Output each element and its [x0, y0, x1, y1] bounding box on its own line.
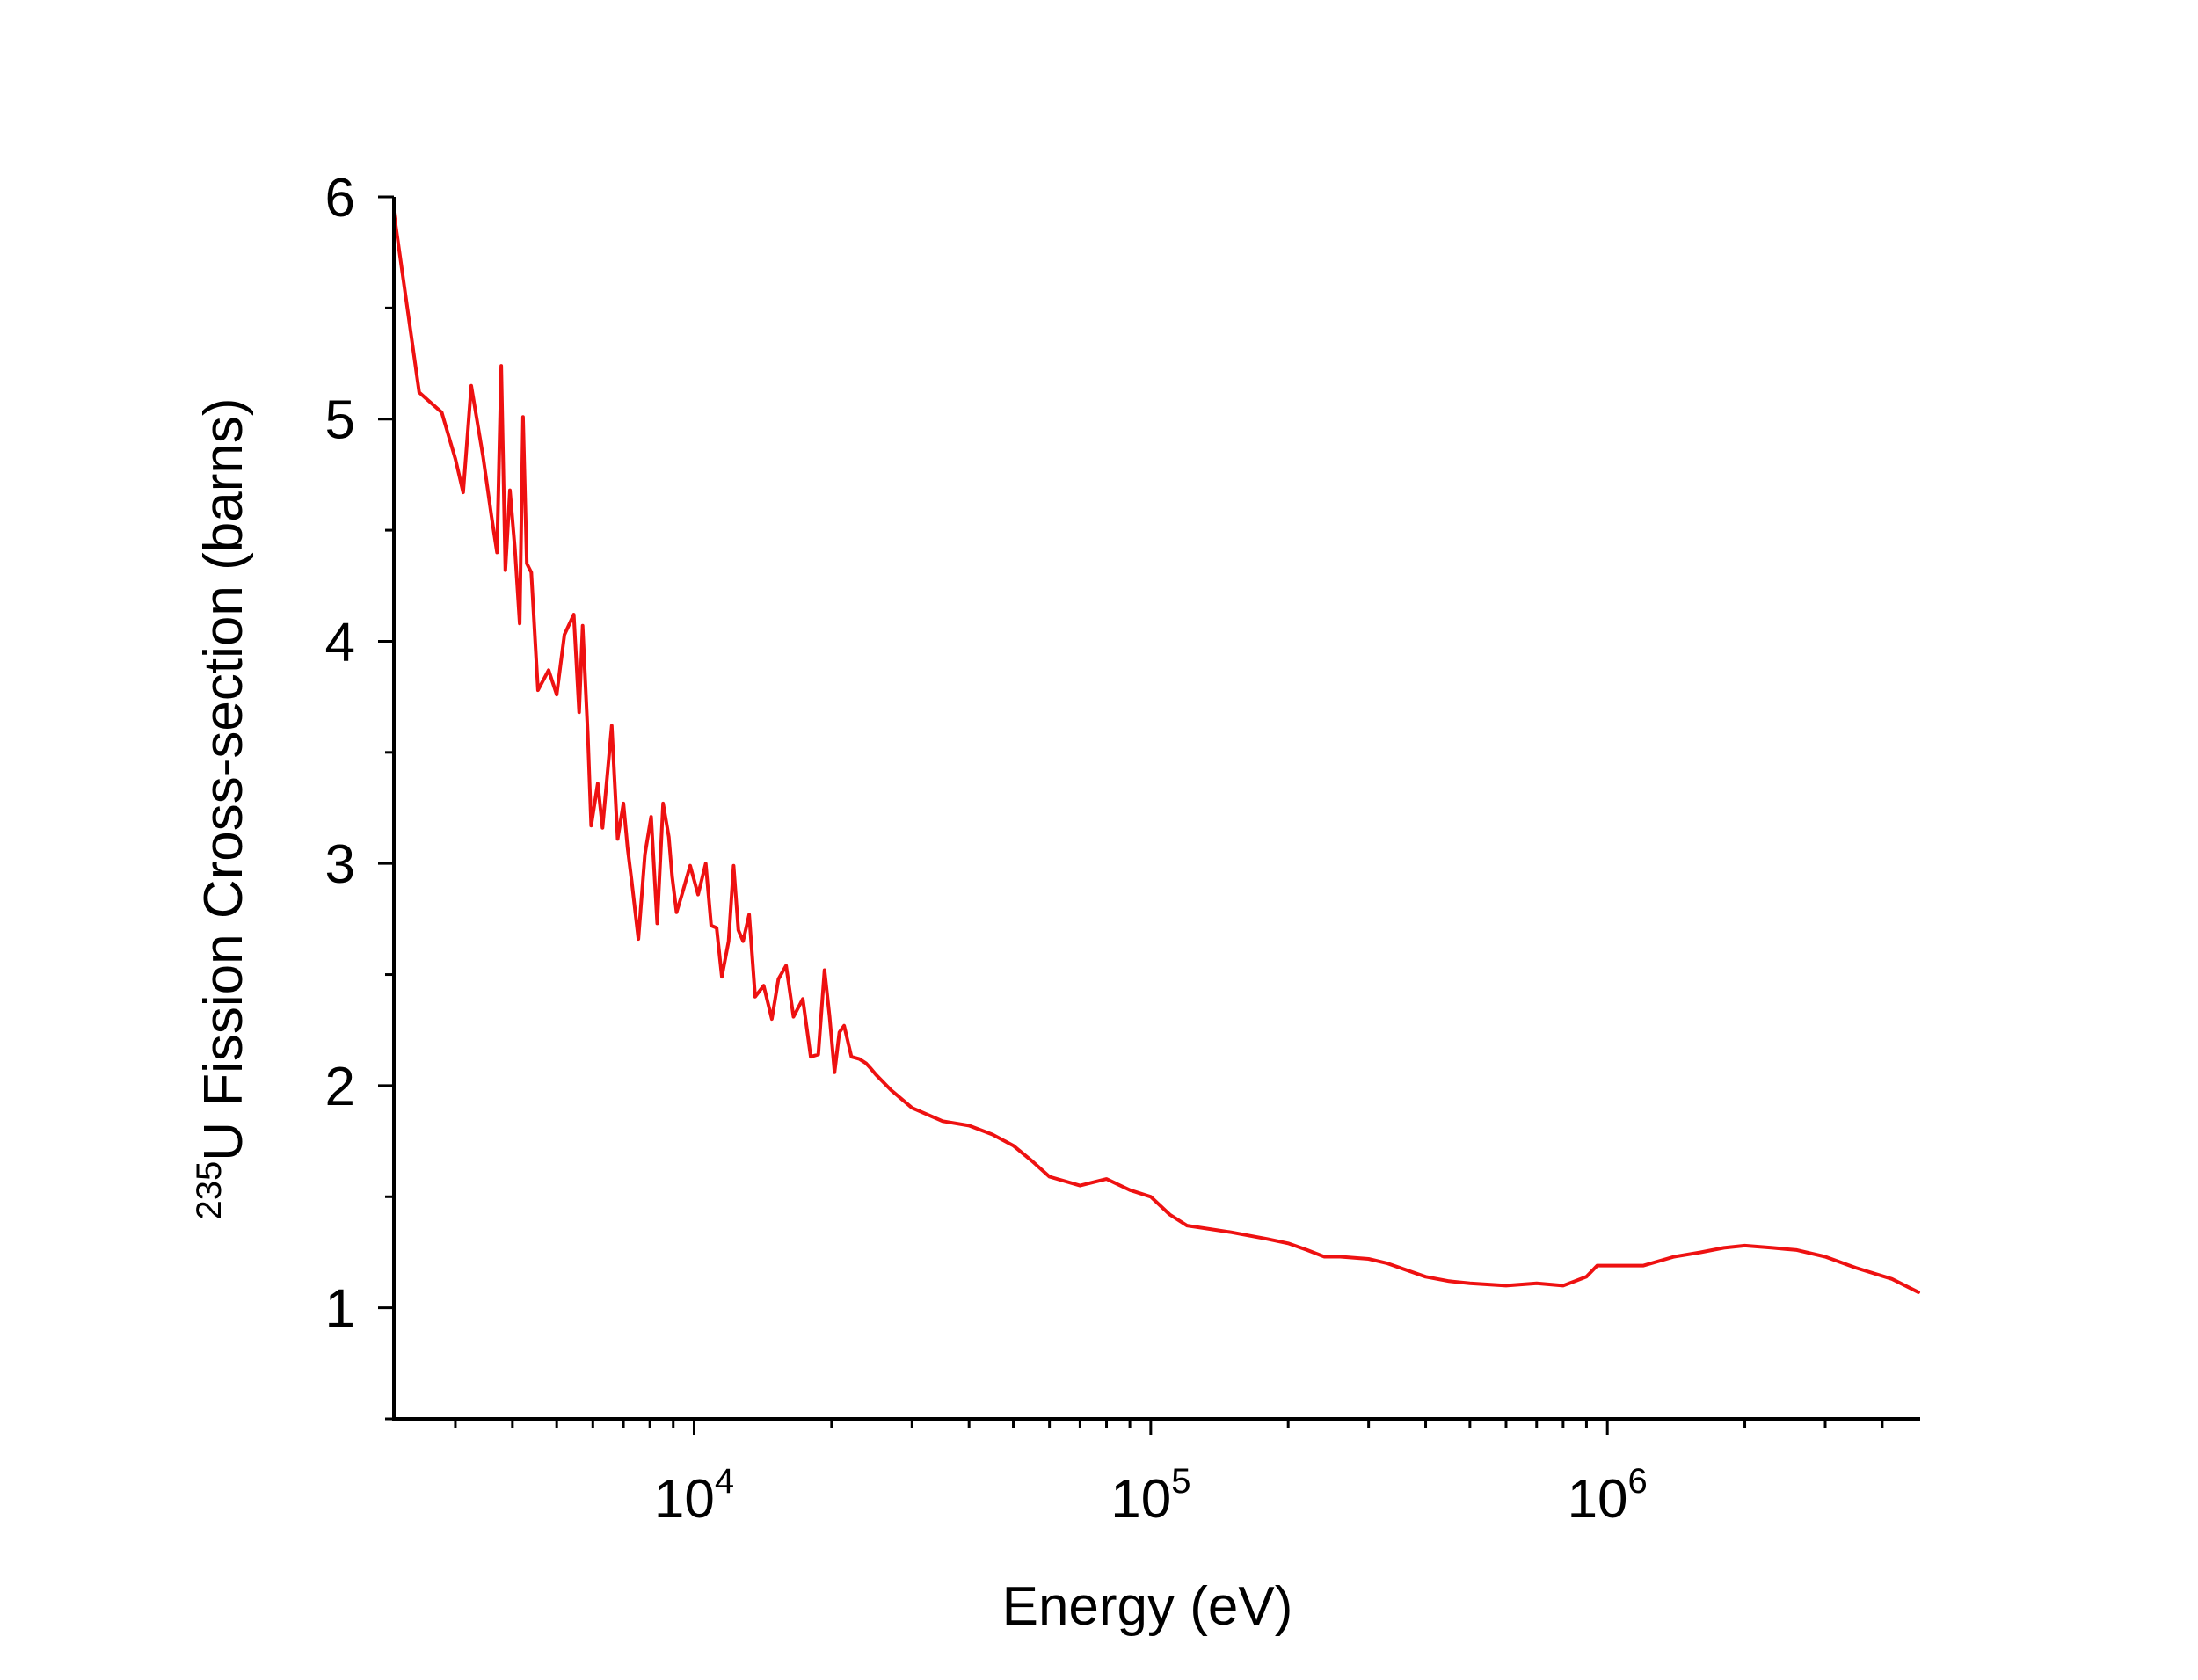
y-axis: 1 2 3 4 5 6 [325, 168, 396, 1421]
plot-area [392, 210, 1920, 1294]
x-tick-label-exponent: 6 [1628, 1462, 1648, 1501]
x-tick-label: 104 [654, 1462, 734, 1530]
y-tick-label: 1 [325, 1279, 355, 1340]
y-tick-label: 6 [325, 168, 355, 229]
x-tick-label: 105 [1110, 1462, 1190, 1530]
y-tick-label: 2 [325, 1057, 355, 1117]
y-tick-label: 4 [325, 612, 355, 673]
series-line [392, 210, 1920, 1294]
x-tick-label-exponent: 5 [1171, 1462, 1190, 1501]
y-tick-label: 3 [325, 834, 355, 895]
x-tick-label-base: 10 [654, 1469, 715, 1530]
y-axis-title-superscript: 235 [190, 1161, 229, 1220]
x-tick-label: 106 [1568, 1462, 1648, 1530]
y-axis-title: 235U Fission Cross-section (barns) [190, 398, 254, 1220]
x-tick-label-base: 10 [1568, 1469, 1628, 1530]
x-axis-title: Energy (eV) [1002, 1576, 1293, 1637]
x-tick-label-base: 10 [1110, 1469, 1171, 1530]
x-axis: 104 105 106 [392, 1417, 1920, 1530]
y-axis-title-text: U Fission Cross-section (barns) [193, 398, 254, 1161]
x-tick-label-exponent: 4 [715, 1462, 734, 1501]
y-tick-label: 5 [325, 390, 355, 451]
